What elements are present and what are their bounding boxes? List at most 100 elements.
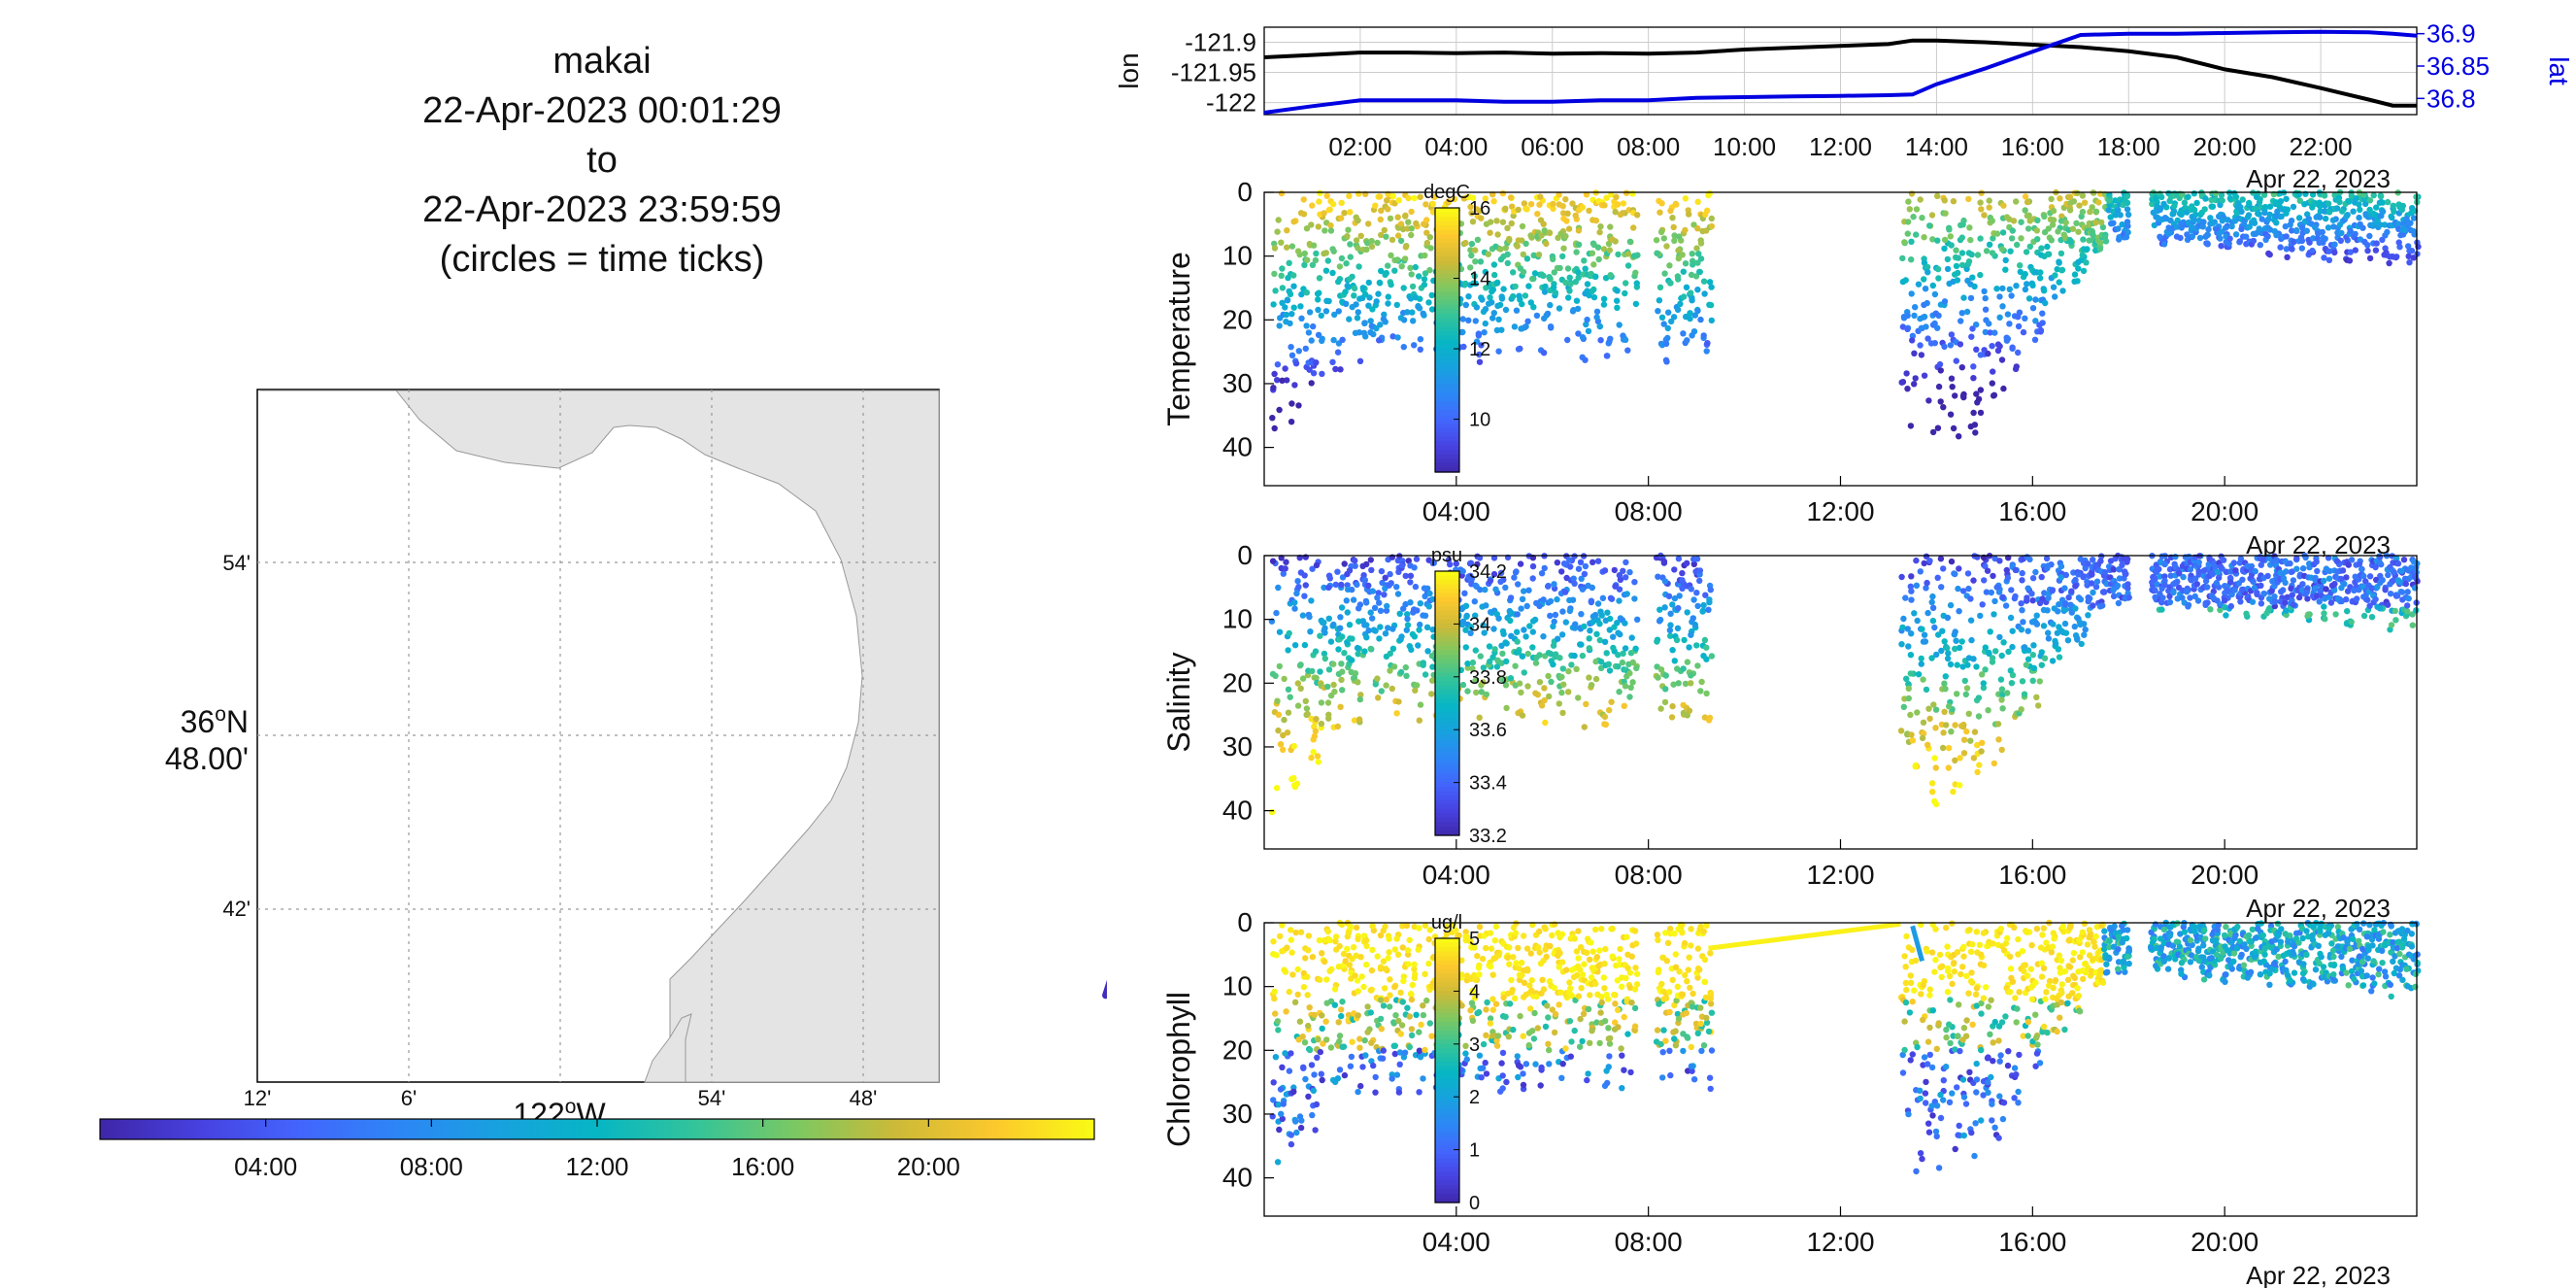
data-point [1614,288,1621,294]
data-point [2004,311,2012,318]
data-point [1382,630,1389,637]
data-point [2390,202,2396,209]
lonlat-time-tick: 20:00 [2193,132,2257,161]
data-point [2004,574,2012,582]
data-point [2089,580,2095,587]
data-point [1963,308,1971,316]
data-point [1935,275,1942,282]
data-point [2223,612,2229,619]
data-point [1612,1000,1619,1007]
data-point [2405,253,2412,259]
data-point [1568,661,1575,668]
data-point [1352,558,1358,564]
data-point [1269,670,1277,678]
data-point [1684,337,1690,344]
data-point [2373,240,2380,247]
data-point [1467,624,1475,630]
data-point [2236,238,2244,245]
data-point [1529,275,1536,283]
data-point [2041,213,2048,220]
data-point [1561,589,1569,595]
data-point [1364,1029,1371,1035]
data-point [1932,706,1940,713]
data-point [1467,559,1475,566]
data-point [1904,312,1911,320]
data-point [2260,191,2268,198]
data-point [1374,239,1381,247]
data-point [1391,1042,1398,1049]
map-lat-tick-54: 54' [222,551,251,575]
data-point [1515,1062,1522,1069]
data-point [1708,653,1716,660]
data-point [1286,259,1292,266]
data-point [1520,1070,1526,1077]
data-point [2251,220,2258,226]
data-point [1965,258,1973,265]
data-point [1305,932,1313,939]
data-point [1377,216,1384,223]
data-point [1546,1046,1553,1054]
data-point [1981,577,1988,584]
data-point [2406,259,2413,266]
data-point [1510,924,1518,932]
data-point [1420,310,1426,317]
data-point [1472,647,1479,654]
data-point [1535,944,1542,951]
data-point [1290,304,1297,311]
data-point [1697,240,1705,247]
data-point [2288,585,2294,593]
data-point [1942,210,1949,217]
data-point [1365,220,1372,227]
data-point [1996,343,2003,350]
data-point [1502,245,1509,252]
data-point [2024,281,2030,288]
data-point [1297,685,1304,692]
data-point [1321,210,1327,217]
data-point [2283,195,2290,202]
data-point [1355,651,1361,658]
data-point [1948,375,1956,382]
data-point [1309,1111,1316,1119]
data-point [1514,243,1521,250]
data-point [1508,976,1515,984]
data-point [1977,612,1984,620]
data-point [1309,261,1317,268]
data-point [2007,248,2014,254]
data-point [2400,557,2408,563]
data-point [1596,1039,1603,1047]
data-point [1708,284,1715,290]
data-point [1316,936,1323,944]
data-point [1952,392,1958,399]
data-point [1274,377,1281,384]
data-point [2052,640,2059,647]
data-point [1624,1031,1631,1037]
data-point [1667,610,1674,617]
data-point [1660,321,1667,327]
data-point [1661,698,1669,706]
data-point [1480,1040,1488,1048]
data-point [2032,318,2039,324]
time-colorbar-tick: 20:00 [897,1152,960,1181]
data-point [1519,971,1525,979]
data-point [1377,607,1385,614]
data-point [1412,687,1419,694]
data-point [1954,691,1960,697]
data-point [1547,323,1555,330]
data-point [1589,250,1596,256]
data-point [2087,208,2093,216]
data-point [1899,254,1906,262]
data-point [2018,219,2024,225]
data-point [2038,573,2045,581]
data-point [2037,326,2045,334]
data-point [1963,972,1970,979]
data-point [2314,567,2321,575]
data-point [2019,607,2025,614]
data-point [2072,576,2079,584]
data-point [1902,999,1910,1006]
data-point [1387,650,1393,657]
data-point [1663,243,1670,250]
map-lat-labels: 54' 36oN 48.00' 42' [165,551,251,921]
data-point [1906,1009,1914,1016]
data-point [1565,225,1573,232]
data-point [2372,247,2380,254]
